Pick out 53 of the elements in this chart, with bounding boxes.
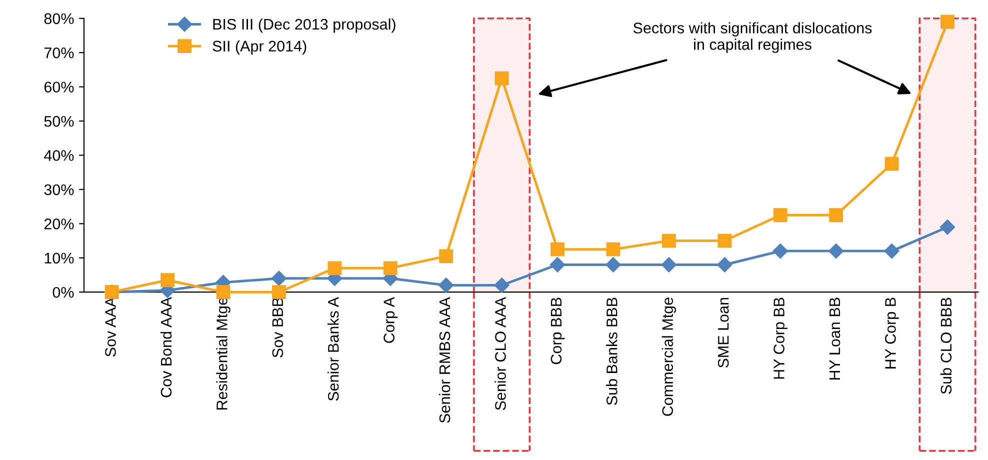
point xyxy=(661,257,676,272)
annotation: Sectors with significant dislocations in capital regimes xyxy=(633,22,872,53)
point xyxy=(328,261,342,276)
x-tick-label: Commercial Mtge xyxy=(662,298,676,416)
x-tick-label: HY Corp BB xyxy=(774,298,788,379)
x-tick-label: HY Loan BB xyxy=(830,298,840,380)
point xyxy=(272,285,286,300)
point xyxy=(606,242,620,256)
y-tick-label: 60% xyxy=(44,82,74,93)
x-tick-label: Corp A xyxy=(384,296,398,343)
point xyxy=(829,208,844,222)
point xyxy=(216,285,230,300)
x-tick-label: Sub CLO BBB xyxy=(940,298,952,394)
point xyxy=(494,278,510,293)
x-tick-label: Senior CLO AAA xyxy=(494,296,506,410)
point xyxy=(271,270,287,286)
legend-label: SII (Apr 2014) xyxy=(212,40,306,55)
y-tick-label: 80% xyxy=(44,13,74,24)
point xyxy=(438,278,454,293)
point xyxy=(160,273,174,288)
point xyxy=(772,243,788,259)
x-tick-label: Sov BBB xyxy=(272,298,284,358)
x-tick-label: Sub Banks BBB xyxy=(606,298,618,405)
y-tick-label: 50% xyxy=(44,116,74,127)
point xyxy=(773,208,788,222)
point xyxy=(717,257,732,272)
x-tick-label: SME Loan xyxy=(718,298,729,368)
y-tick-label: 0% xyxy=(52,286,74,298)
y-tick-label: 70% xyxy=(44,47,74,58)
x-tick-label: Corp BBB xyxy=(550,298,565,364)
point xyxy=(940,220,956,235)
y-tick-label: 30% xyxy=(44,184,74,196)
point xyxy=(383,261,398,276)
point xyxy=(884,243,900,259)
point xyxy=(550,242,564,256)
y-tick-label: 10% xyxy=(44,252,74,264)
point xyxy=(718,234,732,248)
legend-label: BIS III (Dec 2013 proposal) xyxy=(213,18,396,33)
point xyxy=(662,234,676,248)
point xyxy=(606,257,621,272)
point xyxy=(494,71,509,86)
x-tick-label: Senior Banks A xyxy=(328,296,339,401)
x-tick-label: Senior RMBS AAA xyxy=(438,296,450,423)
x-tick-label: Residential Mtge xyxy=(216,298,230,410)
y-tick-label: 20% xyxy=(44,218,74,230)
x-tick-label: HY Corp B xyxy=(885,298,899,368)
point xyxy=(940,14,954,29)
y-tick-label: 40% xyxy=(44,150,74,161)
point xyxy=(439,249,454,264)
point xyxy=(550,257,566,272)
x-tick-label: Cov Bond AAA xyxy=(160,296,172,398)
point xyxy=(828,243,844,259)
point xyxy=(884,156,899,171)
